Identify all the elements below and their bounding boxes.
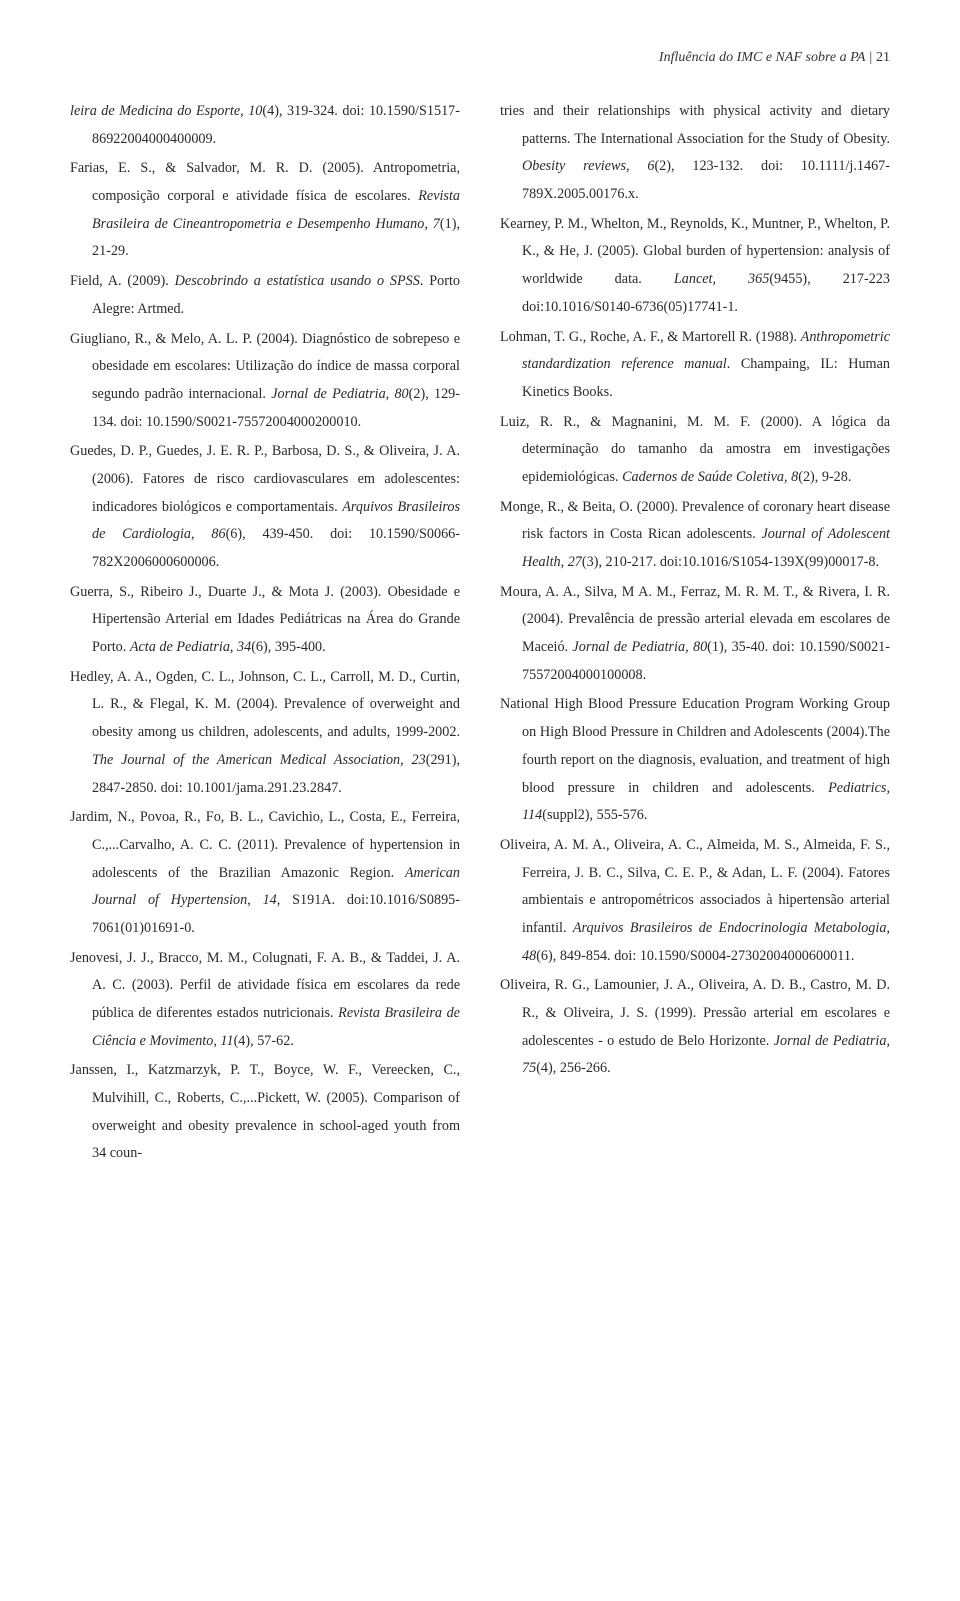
- reference-entry: Hedley, A. A., Ogden, C. L., Johnson, C.…: [70, 664, 460, 802]
- reference-entry: National High Blood Pressure Education P…: [500, 691, 890, 829]
- reference-entry: Guerra, S., Ribeiro J., Duarte J., & Mot…: [70, 579, 460, 662]
- reference-italic-segment: Cadernos de Saúde Coletiva, 8: [622, 469, 798, 485]
- reference-entry: Luiz, R. R., & Magnanini, M. M. F. (2000…: [500, 409, 890, 492]
- right-column: tries and their relationships with physi…: [500, 98, 890, 1170]
- reference-italic-segment: leira de Medicina do Esporte, 10: [70, 103, 262, 119]
- reference-text-segment: Jardim, N., Povoa, R., Fo, B. L., Cavich…: [70, 809, 460, 880]
- reference-text-segment: Janssen, I., Katzmarzyk, P. T., Boyce, W…: [70, 1062, 460, 1161]
- reference-columns: leira de Medicina do Esporte, 10(4), 319…: [70, 98, 890, 1170]
- reference-text-segment: Hedley, A. A., Ogden, C. L., Johnson, C.…: [70, 669, 460, 740]
- reference-entry: Giugliano, R., & Melo, A. L. P. (2004). …: [70, 326, 460, 437]
- running-head-divider: |: [865, 50, 876, 65]
- running-head-title: Influência do IMC e NAF sobre a PA: [659, 50, 865, 65]
- reference-entry: Jenovesi, J. J., Bracco, M. M., Colugnat…: [70, 945, 460, 1056]
- page-number: 21: [876, 50, 890, 65]
- reference-entry: Jardim, N., Povoa, R., Fo, B. L., Cavich…: [70, 804, 460, 942]
- reference-italic-segment: Jornal de Pediatria, 80: [572, 639, 707, 655]
- reference-text-segment: tries and their relationships with physi…: [500, 103, 890, 147]
- reference-text-segment: Farias, E. S., & Salvador, M. R. D. (200…: [70, 160, 460, 204]
- reference-entry: Oliveira, A. M. A., Oliveira, A. C., Alm…: [500, 832, 890, 970]
- running-head: Influência do IMC e NAF sobre a PA | 21: [70, 50, 890, 66]
- reference-entry: Oliveira, R. G., Lamounier, J. A., Olive…: [500, 972, 890, 1083]
- reference-entry: leira de Medicina do Esporte, 10(4), 319…: [70, 98, 460, 153]
- reference-entry: Monge, R., & Beita, O. (2000). Prevalenc…: [500, 494, 890, 577]
- reference-italic-segment: Acta de Pediatria, 34: [130, 639, 251, 655]
- reference-entry: Lohman, T. G., Roche, A. F., & Martorell…: [500, 324, 890, 407]
- reference-entry: Moura, A. A., Silva, M A. M., Ferraz, M.…: [500, 579, 890, 690]
- reference-italic-segment: The Journal of the American Medical Asso…: [92, 752, 426, 768]
- reference-entry: tries and their relationships with physi…: [500, 98, 890, 209]
- reference-entry: Janssen, I., Katzmarzyk, P. T., Boyce, W…: [70, 1057, 460, 1168]
- reference-italic-segment: Obesity reviews, 6: [522, 158, 654, 174]
- left-column: leira de Medicina do Esporte, 10(4), 319…: [70, 98, 460, 1170]
- reference-entry: Kearney, P. M., Whelton, M., Reynolds, K…: [500, 211, 890, 322]
- reference-text-segment: Lohman, T. G., Roche, A. F., & Martorell…: [500, 329, 801, 345]
- reference-text-segment: (6), 395-400.: [251, 639, 325, 655]
- reference-text-segment: (suppl2), 555-576.: [542, 807, 647, 823]
- reference-entry: Field, A. (2009). Descobrindo a estatíst…: [70, 268, 460, 323]
- reference-italic-segment: Lancet, 365: [674, 271, 769, 287]
- reference-text-segment: (4), 256-266.: [536, 1060, 610, 1076]
- reference-text-segment: Field, A. (2009).: [70, 273, 175, 289]
- reference-text-segment: (3), 210-217. doi:10.1016/S1054-139X(99)…: [582, 554, 879, 570]
- reference-entry: Guedes, D. P., Guedes, J. E. R. P., Barb…: [70, 438, 460, 576]
- reference-entry: Farias, E. S., & Salvador, M. R. D. (200…: [70, 155, 460, 266]
- reference-text-segment: (2), 9-28.: [798, 469, 851, 485]
- reference-text-segment: (4), 57-62.: [234, 1033, 294, 1049]
- reference-italic-segment: Jornal de Pediatria, 80: [271, 386, 408, 402]
- reference-italic-segment: Descobrindo a estatística usando o SPSS: [175, 273, 420, 289]
- reference-text-segment: (6), 849-854. doi: 10.1590/S0004-2730200…: [536, 948, 854, 964]
